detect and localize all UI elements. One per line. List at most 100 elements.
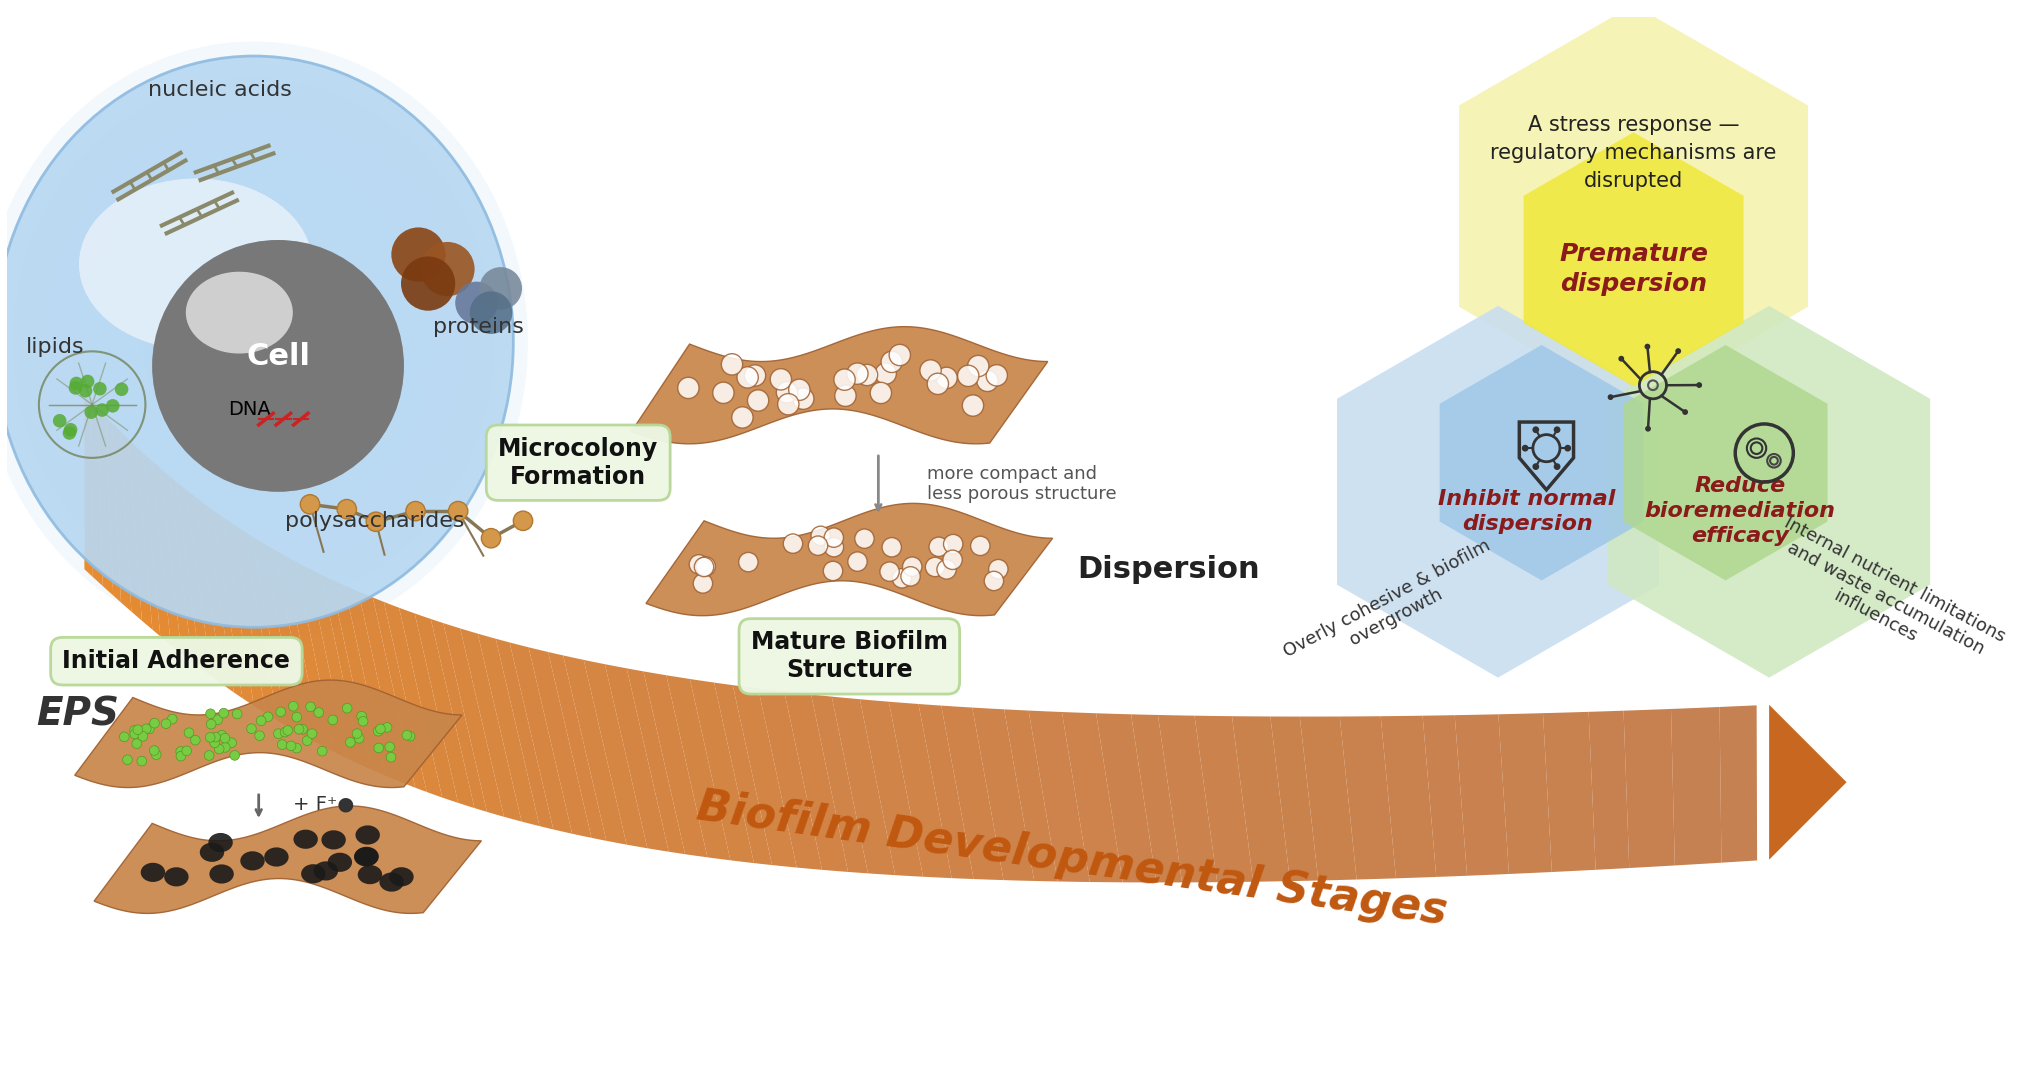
Circle shape: [81, 375, 95, 388]
Polygon shape: [359, 592, 416, 788]
Circle shape: [345, 738, 355, 747]
Circle shape: [209, 738, 219, 748]
Circle shape: [95, 403, 110, 416]
Circle shape: [130, 726, 140, 736]
Circle shape: [205, 708, 215, 718]
Circle shape: [298, 725, 308, 734]
Circle shape: [211, 732, 221, 742]
Ellipse shape: [0, 56, 513, 628]
Ellipse shape: [355, 847, 379, 865]
Ellipse shape: [207, 291, 300, 392]
Polygon shape: [430, 619, 487, 812]
Polygon shape: [1624, 708, 1675, 868]
Circle shape: [1553, 426, 1560, 433]
Circle shape: [1533, 426, 1539, 433]
Circle shape: [902, 557, 923, 577]
Ellipse shape: [294, 829, 318, 849]
Circle shape: [69, 382, 83, 395]
Polygon shape: [1543, 712, 1596, 872]
Polygon shape: [1231, 716, 1290, 882]
Polygon shape: [647, 504, 1053, 616]
Polygon shape: [213, 509, 254, 706]
Circle shape: [69, 377, 83, 390]
Polygon shape: [1460, 4, 1809, 408]
Circle shape: [391, 228, 446, 281]
Ellipse shape: [264, 847, 288, 867]
Polygon shape: [690, 679, 754, 863]
Circle shape: [63, 423, 77, 436]
Ellipse shape: [379, 872, 404, 892]
Circle shape: [406, 501, 426, 521]
Circle shape: [481, 529, 501, 548]
Polygon shape: [195, 497, 233, 692]
Polygon shape: [667, 675, 730, 860]
Circle shape: [732, 407, 752, 428]
Text: Premature
dispersion: Premature dispersion: [1560, 242, 1708, 295]
Circle shape: [882, 537, 900, 557]
Circle shape: [385, 752, 395, 762]
Circle shape: [213, 715, 223, 725]
Ellipse shape: [187, 271, 292, 353]
Circle shape: [823, 537, 844, 557]
Circle shape: [367, 512, 385, 532]
Circle shape: [152, 750, 160, 760]
Polygon shape: [152, 461, 183, 654]
Polygon shape: [91, 401, 103, 586]
Circle shape: [256, 731, 264, 740]
Polygon shape: [444, 623, 505, 816]
Circle shape: [381, 723, 391, 732]
Ellipse shape: [355, 847, 379, 867]
Circle shape: [856, 364, 878, 386]
Circle shape: [278, 740, 288, 750]
Polygon shape: [1300, 716, 1357, 881]
Circle shape: [219, 708, 229, 718]
Polygon shape: [1194, 716, 1253, 882]
Circle shape: [1608, 395, 1614, 400]
Polygon shape: [1608, 306, 1931, 678]
Ellipse shape: [110, 184, 397, 499]
Circle shape: [373, 726, 383, 736]
Circle shape: [221, 742, 229, 752]
Text: A stress response —
regulatory mechanisms are
disrupted: A stress response — regulatory mechanism…: [1491, 114, 1777, 191]
Text: Biofilm Developmental Stages: Biofilm Developmental Stages: [694, 786, 1450, 934]
Circle shape: [402, 256, 454, 311]
Circle shape: [943, 534, 963, 554]
Polygon shape: [1720, 705, 1756, 862]
Polygon shape: [1671, 707, 1722, 865]
Circle shape: [967, 355, 990, 377]
Ellipse shape: [77, 148, 430, 535]
Circle shape: [712, 383, 734, 403]
Circle shape: [176, 747, 185, 756]
Ellipse shape: [140, 863, 164, 882]
Polygon shape: [732, 686, 797, 868]
Circle shape: [406, 731, 416, 741]
Circle shape: [963, 395, 984, 416]
Circle shape: [294, 725, 304, 734]
Text: DNA: DNA: [227, 400, 270, 419]
Circle shape: [834, 370, 856, 390]
Ellipse shape: [201, 843, 225, 862]
Polygon shape: [205, 504, 243, 699]
Polygon shape: [233, 523, 278, 720]
Circle shape: [134, 725, 142, 735]
Circle shape: [274, 729, 284, 739]
Circle shape: [85, 405, 97, 419]
Circle shape: [777, 393, 799, 415]
Circle shape: [1645, 426, 1651, 432]
Circle shape: [292, 743, 302, 753]
Ellipse shape: [389, 868, 414, 886]
Circle shape: [357, 712, 367, 722]
Circle shape: [217, 730, 227, 740]
Ellipse shape: [219, 307, 347, 434]
Circle shape: [288, 702, 298, 711]
Circle shape: [854, 529, 874, 548]
Polygon shape: [1499, 713, 1551, 874]
Circle shape: [935, 367, 957, 388]
Circle shape: [122, 755, 132, 764]
Polygon shape: [251, 536, 300, 734]
Ellipse shape: [329, 852, 353, 872]
Circle shape: [300, 495, 320, 514]
Circle shape: [888, 344, 911, 365]
Polygon shape: [1336, 306, 1659, 678]
Circle shape: [150, 746, 158, 755]
